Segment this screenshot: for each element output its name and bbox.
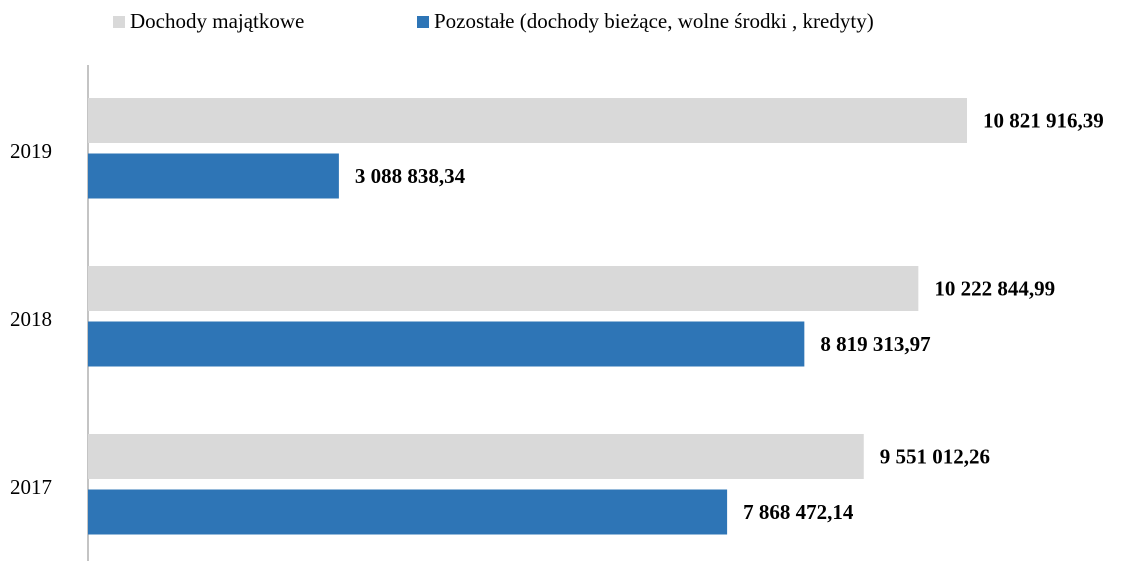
legend-swatch bbox=[113, 16, 125, 28]
value-label: 10 821 916,39 bbox=[983, 108, 1104, 132]
value-label: 9 551 012,26 bbox=[880, 444, 990, 468]
y-tick-label: 2019 bbox=[10, 139, 52, 163]
bar bbox=[88, 98, 967, 143]
value-label: 3 088 838,34 bbox=[355, 164, 466, 188]
value-label: 8 819 313,97 bbox=[820, 332, 930, 356]
bar bbox=[88, 489, 728, 535]
bar bbox=[88, 153, 339, 199]
legend-swatch bbox=[417, 16, 429, 28]
value-label: 10 222 844,99 bbox=[934, 276, 1055, 300]
bar bbox=[88, 321, 805, 367]
y-tick-label: 2017 bbox=[10, 475, 52, 499]
legend-label: Pozostałe (dochody bieżące, wolne środki… bbox=[434, 9, 874, 33]
y-tick-label: 2018 bbox=[10, 307, 52, 331]
bar bbox=[88, 434, 864, 479]
value-label: 7 868 472,14 bbox=[743, 500, 854, 524]
legend-label: Dochody majątkowe bbox=[130, 9, 304, 33]
bar bbox=[88, 266, 919, 311]
